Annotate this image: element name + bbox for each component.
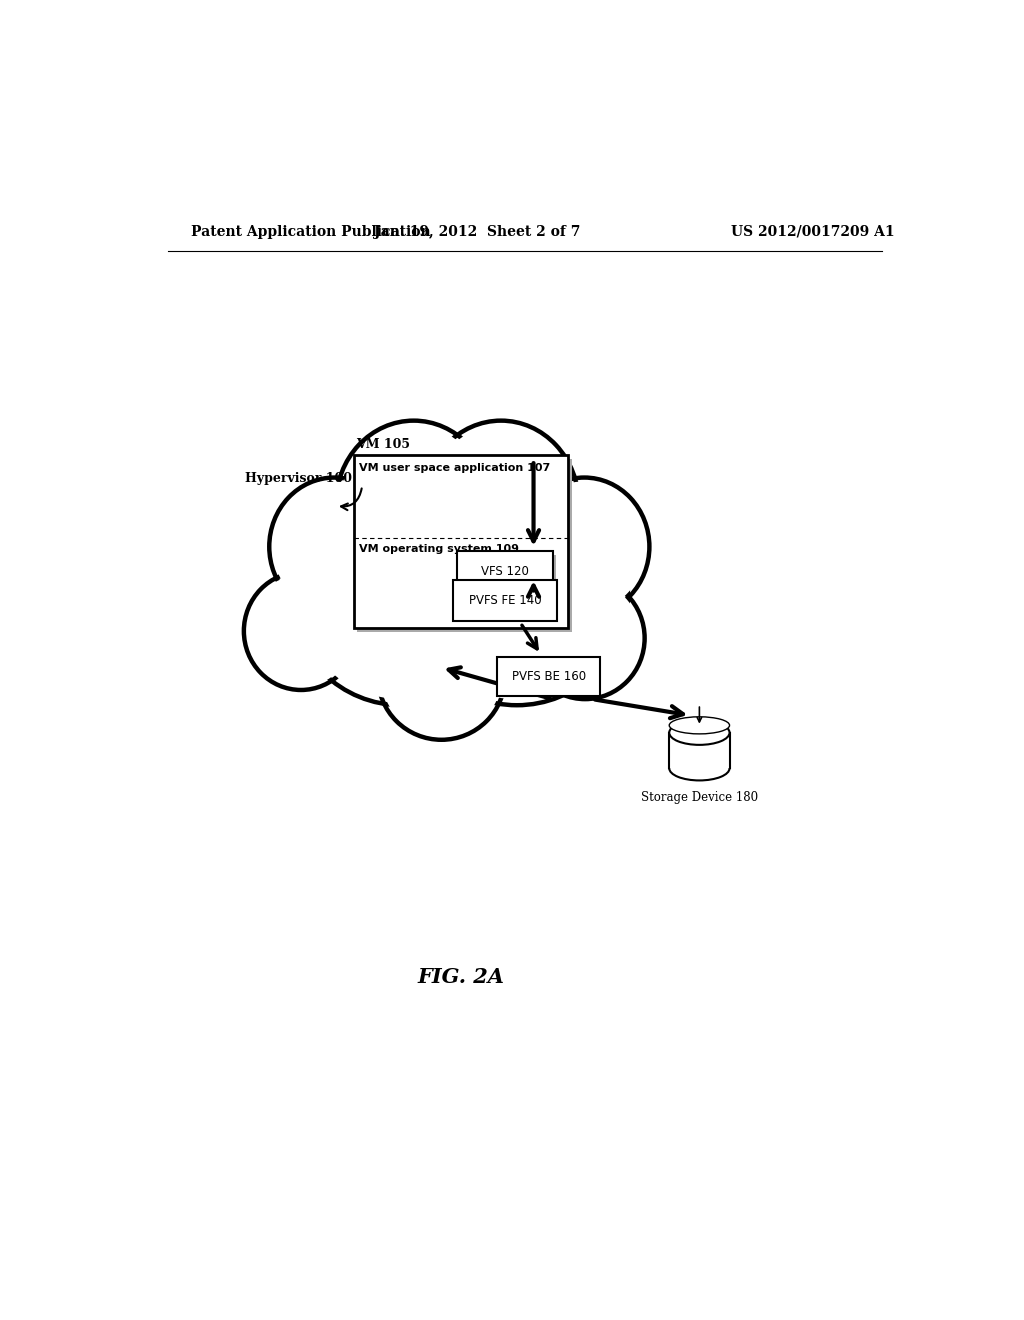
FancyBboxPatch shape (354, 455, 568, 628)
FancyBboxPatch shape (497, 657, 600, 696)
Text: Storage Device 180: Storage Device 180 (641, 791, 758, 804)
Ellipse shape (528, 581, 641, 696)
Ellipse shape (382, 618, 502, 737)
Ellipse shape (670, 756, 729, 780)
Text: VM operating system 109: VM operating system 109 (359, 544, 519, 554)
Text: PVFS FE 140: PVFS FE 140 (469, 594, 542, 607)
FancyBboxPatch shape (357, 459, 571, 632)
Ellipse shape (269, 478, 399, 615)
Ellipse shape (291, 486, 513, 705)
Text: US 2012/0017209 A1: US 2012/0017209 A1 (731, 224, 895, 239)
Ellipse shape (406, 486, 628, 705)
Text: PVFS BE 160: PVFS BE 160 (512, 671, 586, 684)
FancyBboxPatch shape (670, 733, 729, 768)
Ellipse shape (523, 482, 646, 612)
Ellipse shape (670, 717, 729, 734)
Ellipse shape (519, 478, 649, 615)
Ellipse shape (297, 492, 507, 700)
Ellipse shape (423, 421, 579, 587)
FancyBboxPatch shape (458, 550, 553, 591)
FancyBboxPatch shape (454, 581, 557, 620)
Ellipse shape (244, 572, 358, 690)
Ellipse shape (427, 425, 574, 582)
Ellipse shape (247, 576, 355, 686)
Ellipse shape (670, 721, 729, 744)
Text: Patent Application Publication: Patent Application Publication (191, 224, 431, 239)
Ellipse shape (340, 425, 487, 582)
Text: VM 105: VM 105 (356, 438, 411, 451)
Ellipse shape (378, 614, 505, 739)
Text: Jan. 19, 2012  Sheet 2 of 7: Jan. 19, 2012 Sheet 2 of 7 (374, 224, 581, 239)
Text: VM user space application 107: VM user space application 107 (359, 463, 550, 474)
Ellipse shape (525, 577, 645, 700)
Ellipse shape (272, 482, 396, 612)
Ellipse shape (336, 421, 492, 587)
Text: FIG. 2A: FIG. 2A (418, 966, 505, 986)
FancyBboxPatch shape (461, 554, 556, 595)
Text: VFS 120: VFS 120 (481, 565, 529, 578)
Text: Hypervisor 100: Hypervisor 100 (246, 473, 352, 484)
Ellipse shape (412, 492, 622, 700)
